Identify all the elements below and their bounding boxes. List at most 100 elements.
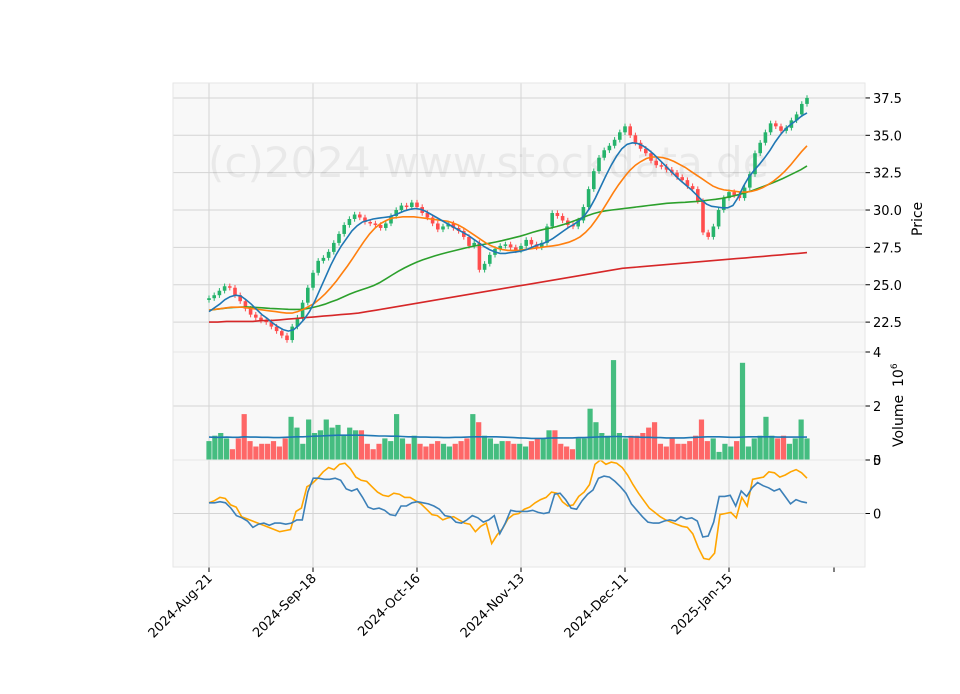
volume-bar (751, 438, 757, 460)
volume-bar (634, 435, 640, 460)
price-tick-label: 37.5 (873, 92, 902, 107)
volume-bar (587, 408, 593, 460)
volume-bar (405, 443, 411, 460)
volume-bar (780, 435, 787, 460)
candle-body (326, 251, 331, 258)
volume-bar (704, 441, 710, 460)
volume-bar (528, 441, 535, 460)
ma-short-line (208, 112, 808, 332)
candle-body (763, 132, 768, 143)
candle-body (690, 186, 695, 190)
candle-body (768, 123, 773, 133)
volume-bar (282, 438, 288, 460)
volume-bar (786, 443, 793, 460)
candle-body (638, 142, 643, 149)
candle-body (243, 301, 248, 309)
candle-body (217, 290, 222, 296)
volume-bar (775, 438, 781, 460)
candle-body (545, 226, 549, 243)
candle-body (212, 295, 216, 299)
price-tick-label: 22.5 (873, 316, 902, 331)
volume-bar (329, 427, 335, 460)
volume-bar (429, 443, 435, 460)
candle-body (368, 221, 372, 224)
volume-bar (534, 438, 540, 460)
candle-body (477, 242, 482, 270)
volume-bar (646, 427, 652, 460)
volume-bar (675, 443, 681, 460)
panel-frame (172, 459, 866, 568)
volume-bar (558, 443, 564, 460)
candle-body (467, 236, 471, 246)
candle-body (352, 214, 357, 219)
candle-body (290, 326, 294, 341)
candle-body (701, 201, 705, 233)
volume-bar (294, 427, 300, 460)
candle-body (404, 205, 409, 208)
volume-bar (511, 443, 517, 460)
volume-axis-label: Volume (891, 395, 907, 447)
x-tick-label: 2024-Dec-11 (562, 571, 632, 641)
price-panel-bg (173, 83, 865, 352)
candle-body (259, 317, 263, 321)
volume-bar (540, 438, 546, 460)
ma-long-line (208, 165, 808, 311)
volume-tick-label: 2 (873, 400, 881, 415)
volume-bar (364, 443, 370, 460)
candle-body (342, 224, 346, 234)
candle-body (654, 160, 658, 166)
candle-body (644, 148, 648, 154)
candle-body (748, 174, 752, 188)
volume-bar (657, 443, 664, 460)
candle-body (373, 223, 378, 225)
volume-bar (229, 449, 236, 460)
candle-body (592, 171, 596, 190)
volume-bar (599, 433, 605, 460)
candle-body (680, 177, 684, 181)
x-tick-label: 2025-Jan-15 (669, 571, 736, 638)
candle-body (498, 245, 502, 249)
volume-bar (663, 446, 669, 460)
volume-bar (423, 446, 429, 460)
candle-body (602, 150, 606, 158)
candle-body (685, 180, 690, 187)
volume-bar (651, 422, 658, 460)
price-tick-label: 32.5 (873, 167, 902, 182)
candle-body (612, 139, 617, 146)
volume-bar (347, 427, 353, 460)
volume-bar (798, 419, 804, 460)
candle-body (332, 242, 336, 252)
candle-body (415, 202, 419, 208)
volume-bar (223, 438, 230, 460)
x-tick-label: 2024-Aug-21 (146, 571, 216, 641)
volume-bar (417, 443, 423, 460)
candle-body (488, 254, 492, 264)
volume-bar (265, 443, 271, 460)
candle-body (618, 132, 622, 140)
volume-bar (335, 424, 341, 460)
volume-bar (564, 446, 570, 460)
x-tick-label: 2024-Nov-13 (458, 571, 528, 641)
candle-body (576, 220, 580, 227)
candle-body (753, 153, 757, 175)
volume-bar (757, 435, 763, 460)
volume-bar (804, 438, 810, 460)
volume-bar (446, 446, 452, 460)
volume-bar (323, 419, 329, 460)
candle-body (758, 142, 762, 154)
volume-bar (622, 438, 628, 460)
volume-ma-line (208, 434, 807, 440)
volume-bar (693, 435, 699, 460)
candle-body (628, 126, 632, 136)
candle-body (337, 233, 341, 243)
candle-body (482, 263, 487, 270)
volume-bar (358, 430, 365, 460)
volume-bar (435, 441, 441, 460)
candle-body (722, 198, 726, 211)
candle-body (295, 317, 300, 327)
volume-bar (317, 430, 323, 460)
volume-bar (218, 433, 224, 460)
candle-body (410, 202, 414, 208)
